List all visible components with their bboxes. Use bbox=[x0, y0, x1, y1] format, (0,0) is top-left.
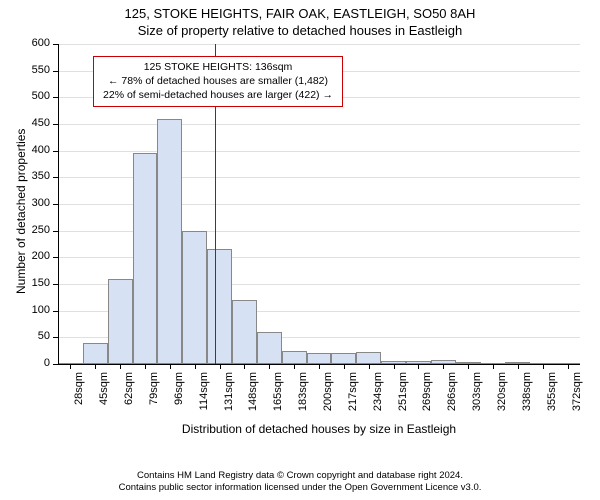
bar bbox=[83, 343, 108, 364]
bar bbox=[232, 300, 257, 364]
x-tick-label: 320sqm bbox=[496, 372, 508, 422]
bar bbox=[282, 351, 307, 364]
x-tick bbox=[344, 364, 345, 369]
x-tick bbox=[95, 364, 96, 369]
bar bbox=[307, 353, 332, 364]
x-tick bbox=[493, 364, 494, 369]
y-tick-label: 200 bbox=[0, 250, 50, 262]
highlight-line1: 125 STOKE HEIGHTS: 136sqm bbox=[100, 60, 336, 74]
attribution-line1: Contains HM Land Registry data © Crown c… bbox=[0, 470, 600, 482]
y-tick-label: 300 bbox=[0, 197, 50, 209]
y-tick-label: 250 bbox=[0, 224, 50, 236]
y-tick-label: 550 bbox=[0, 64, 50, 76]
highlight-annotation: 125 STOKE HEIGHTS: 136sqm← 78% of detach… bbox=[93, 56, 343, 107]
y-tick-label: 100 bbox=[0, 304, 50, 316]
x-tick bbox=[294, 364, 295, 369]
y-tick bbox=[53, 97, 58, 98]
x-tick bbox=[220, 364, 221, 369]
chart-wrap: 125 STOKE HEIGHTS: 136sqm← 78% of detach… bbox=[0, 44, 600, 444]
bar bbox=[182, 231, 207, 364]
y-tick bbox=[53, 44, 58, 45]
x-tick bbox=[319, 364, 320, 369]
x-tick bbox=[195, 364, 196, 369]
x-tick-label: 269sqm bbox=[421, 372, 433, 422]
x-tick bbox=[120, 364, 121, 369]
y-axis-line bbox=[58, 44, 59, 364]
y-tick bbox=[53, 337, 58, 338]
x-tick bbox=[145, 364, 146, 369]
grid-line bbox=[58, 151, 580, 152]
y-tick-label: 500 bbox=[0, 90, 50, 102]
x-tick-label: 114sqm bbox=[198, 372, 210, 422]
bar bbox=[207, 249, 232, 364]
y-tick-label: 450 bbox=[0, 117, 50, 129]
chart-title-address: 125, STOKE HEIGHTS, FAIR OAK, EASTLEIGH,… bbox=[0, 0, 600, 21]
x-tick-label: 183sqm bbox=[297, 372, 309, 422]
bar bbox=[257, 332, 282, 364]
x-tick-label: 303sqm bbox=[471, 372, 483, 422]
y-tick-label: 350 bbox=[0, 170, 50, 182]
y-tick bbox=[53, 257, 58, 258]
y-tick bbox=[53, 364, 58, 365]
bar bbox=[108, 279, 133, 364]
x-tick-label: 217sqm bbox=[347, 372, 359, 422]
bar bbox=[356, 352, 381, 364]
highlight-line3: 22% of semi-detached houses are larger (… bbox=[100, 88, 336, 102]
x-tick-label: 62sqm bbox=[123, 372, 135, 422]
x-axis-label: Distribution of detached houses by size … bbox=[58, 422, 580, 436]
x-tick bbox=[443, 364, 444, 369]
x-tick bbox=[269, 364, 270, 369]
bar bbox=[157, 119, 182, 364]
attribution-line2: Contains public sector information licen… bbox=[0, 482, 600, 494]
y-tick bbox=[53, 284, 58, 285]
x-tick-label: 338sqm bbox=[521, 372, 533, 422]
chart-title-sub: Size of property relative to detached ho… bbox=[0, 21, 600, 38]
x-tick-label: 131sqm bbox=[223, 372, 235, 422]
grid-line bbox=[58, 44, 580, 45]
x-tick-label: 79sqm bbox=[148, 372, 160, 422]
x-tick-label: 372sqm bbox=[571, 372, 583, 422]
y-tick bbox=[53, 71, 58, 72]
x-tick-label: 251sqm bbox=[397, 372, 409, 422]
y-tick-label: 0 bbox=[0, 357, 50, 369]
x-tick bbox=[70, 364, 71, 369]
grid-line bbox=[58, 124, 580, 125]
y-tick bbox=[53, 204, 58, 205]
x-tick bbox=[518, 364, 519, 369]
y-tick bbox=[53, 231, 58, 232]
highlight-line2: ← 78% of detached houses are smaller (1,… bbox=[100, 74, 336, 88]
x-tick-label: 165sqm bbox=[272, 372, 284, 422]
bar bbox=[331, 353, 356, 364]
y-tick-label: 400 bbox=[0, 144, 50, 156]
x-tick bbox=[568, 364, 569, 369]
x-tick bbox=[468, 364, 469, 369]
attribution: Contains HM Land Registry data © Crown c… bbox=[0, 470, 600, 494]
y-tick-label: 600 bbox=[0, 37, 50, 49]
x-tick-label: 286sqm bbox=[446, 372, 458, 422]
plot-area: 125 STOKE HEIGHTS: 136sqm← 78% of detach… bbox=[58, 44, 580, 364]
y-tick bbox=[53, 177, 58, 178]
x-tick-label: 148sqm bbox=[247, 372, 259, 422]
y-tick-label: 50 bbox=[0, 330, 50, 342]
x-tick bbox=[244, 364, 245, 369]
chart-container: { "titles": { "address": "125, STOKE HEI… bbox=[0, 0, 600, 500]
x-tick bbox=[170, 364, 171, 369]
y-tick bbox=[53, 151, 58, 152]
x-tick-label: 200sqm bbox=[322, 372, 334, 422]
x-tick bbox=[369, 364, 370, 369]
x-tick bbox=[543, 364, 544, 369]
x-tick-label: 234sqm bbox=[372, 372, 384, 422]
x-tick bbox=[418, 364, 419, 369]
bar bbox=[133, 153, 158, 364]
x-tick bbox=[394, 364, 395, 369]
y-tick bbox=[53, 311, 58, 312]
x-tick-label: 45sqm bbox=[98, 372, 110, 422]
y-tick-label: 150 bbox=[0, 277, 50, 289]
x-tick-label: 28sqm bbox=[73, 372, 85, 422]
x-tick-label: 355sqm bbox=[546, 372, 558, 422]
x-tick-label: 96sqm bbox=[173, 372, 185, 422]
y-tick bbox=[53, 124, 58, 125]
